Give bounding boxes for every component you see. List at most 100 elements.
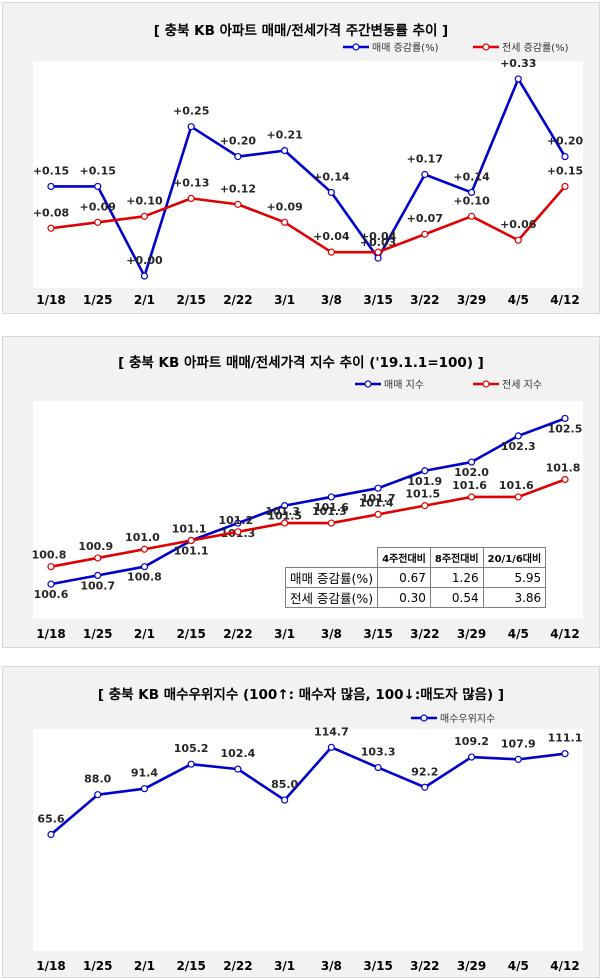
data-label: 101.0 bbox=[125, 531, 160, 544]
x-tick-label: 4/5 bbox=[508, 293, 529, 307]
data-point bbox=[94, 791, 102, 799]
table-row-label: 매매 증감률(%) bbox=[284, 567, 379, 588]
data-point bbox=[187, 194, 195, 202]
data-label: +0.17 bbox=[407, 153, 443, 166]
data-point bbox=[514, 493, 522, 501]
x-tick-label: 3/8 bbox=[321, 627, 342, 641]
data-point bbox=[421, 783, 429, 791]
data-label: +0.33 bbox=[500, 57, 536, 70]
data-label: 105.2 bbox=[174, 742, 209, 755]
data-point bbox=[327, 188, 335, 197]
series-line bbox=[50, 478, 566, 568]
data-label: +0.08 bbox=[33, 206, 69, 219]
data-point bbox=[327, 248, 335, 256]
data-label: 101.6 bbox=[499, 479, 534, 492]
data-point bbox=[467, 212, 476, 220]
data-point bbox=[421, 467, 429, 475]
chart-title: [ 충북 KB 아파트 매매/전세가격 지수 추이 ('19.1.1=100) … bbox=[118, 355, 484, 371]
data-point bbox=[374, 254, 382, 262]
data-label: 65.6 bbox=[37, 812, 64, 825]
data-label: 101.2 bbox=[219, 514, 254, 527]
data-point bbox=[47, 563, 55, 571]
x-tick-label: 2/22 bbox=[223, 293, 252, 307]
data-point bbox=[374, 248, 382, 256]
data-label: +0.13 bbox=[173, 176, 209, 189]
data-label: +0.25 bbox=[173, 105, 209, 118]
data-point bbox=[187, 123, 195, 131]
series-line bbox=[51, 77, 567, 278]
plot-area bbox=[33, 61, 583, 288]
data-label: 102.3 bbox=[501, 440, 536, 453]
data-label: 100.6 bbox=[34, 588, 69, 601]
data-label: 91.4 bbox=[131, 767, 158, 780]
data-point bbox=[234, 519, 242, 527]
data-label: 101.7 bbox=[361, 492, 396, 505]
data-point bbox=[140, 563, 149, 571]
chart-title: [ 충북 KB 아파트 매매/전세가격 주간변동률 추이 ] bbox=[153, 23, 449, 39]
legend-label: 매매 지수 bbox=[384, 379, 424, 391]
legend-label: 매매 증감률(%) bbox=[372, 42, 439, 54]
x-tick-label: 3/8 bbox=[321, 959, 342, 973]
chart-title: [ 충북 KB 매수우위지수 (100↑: 매수자 많음, 100↓:매도자 많… bbox=[97, 687, 505, 703]
data-label: 111.1 bbox=[548, 732, 583, 745]
x-tick-label: 4/12 bbox=[550, 627, 579, 641]
weekly-change-chart: 1/18 1/25 2/1 2/15 2/22 3/1 3/8 3/15 3/22 3/29 4/5… bbox=[33, 42, 584, 307]
x-tick-label: 3/29 bbox=[457, 627, 486, 641]
data-label: +0.10 bbox=[453, 194, 490, 207]
data-point bbox=[281, 796, 289, 804]
data-point bbox=[374, 763, 382, 772]
x-tick-label: 2/22 bbox=[223, 627, 252, 641]
data-label: 102.4 bbox=[221, 747, 256, 760]
x-tick-label: 2/15 bbox=[176, 293, 205, 307]
x-tick-label: 4/5 bbox=[508, 627, 529, 641]
data-point bbox=[234, 152, 242, 161]
table-header: 8주전대비 bbox=[429, 547, 484, 568]
data-label: 101.9 bbox=[407, 475, 442, 488]
table-header-row: 4주전대비 8주전대비 20/1/6대비 bbox=[285, 547, 547, 568]
legend-label: 전세 지수 bbox=[502, 379, 542, 391]
data-label: +0.20 bbox=[220, 135, 257, 148]
series-line bbox=[50, 745, 566, 836]
data-point bbox=[467, 188, 476, 197]
data-point bbox=[467, 753, 476, 761]
x-tick-label: 4/12 bbox=[550, 293, 579, 307]
data-point bbox=[140, 272, 149, 280]
data-point bbox=[47, 224, 55, 232]
x-tick-label: 2/15 bbox=[176, 627, 205, 641]
data-label: 92.2 bbox=[411, 765, 438, 778]
data-label: 100.8 bbox=[127, 571, 162, 584]
x-tick-label: 1/25 bbox=[83, 627, 112, 641]
data-label: +0.03 bbox=[360, 236, 396, 249]
table-corner bbox=[285, 547, 379, 568]
table-cell: 1.26 bbox=[429, 567, 484, 588]
data-label: +0.15 bbox=[33, 164, 69, 177]
x-tick-label: 3/15 bbox=[363, 293, 392, 307]
legend-marker bbox=[482, 43, 490, 51]
data-label: 101.6 bbox=[452, 479, 487, 492]
data-point bbox=[561, 750, 569, 758]
data-point bbox=[94, 218, 102, 226]
series-line bbox=[50, 185, 566, 254]
data-point bbox=[514, 75, 522, 83]
table-row-label: 전세 증감률(%) bbox=[284, 587, 379, 608]
data-point bbox=[514, 236, 522, 244]
x-tick-label: 1/25 bbox=[83, 959, 112, 973]
price-index-chart-panel: [ 충북 KB 아파트 매매/전세가격 지수 추이 ('19.1.1=100) … bbox=[2, 336, 600, 648]
data-point bbox=[561, 414, 569, 423]
data-label: +0.14 bbox=[313, 170, 350, 183]
data-point bbox=[561, 152, 569, 161]
buyer-advantage-chart: 1/18 1/25 2/1 2/15 2/22 3/1 3/8 3/15 3/22 3/29 4/5… bbox=[33, 712, 583, 973]
table-row: 매매 증감률(%) 0.67 1.26 5.95 bbox=[284, 567, 547, 588]
data-point bbox=[47, 580, 55, 588]
table-cell: 0.30 bbox=[377, 587, 431, 608]
data-label: +0.06 bbox=[500, 218, 537, 231]
data-label: 101.1 bbox=[174, 545, 209, 558]
table-cell: 0.67 bbox=[377, 567, 431, 588]
x-tick-label: 1/18 bbox=[36, 293, 65, 307]
x-tick-label: 3/29 bbox=[457, 959, 486, 973]
data-point bbox=[421, 502, 429, 510]
data-label: +0.04 bbox=[360, 230, 397, 243]
table-header: 4주전대비 bbox=[377, 547, 431, 568]
data-label: +0.10 bbox=[126, 194, 163, 207]
data-label: 103.3 bbox=[361, 746, 396, 759]
